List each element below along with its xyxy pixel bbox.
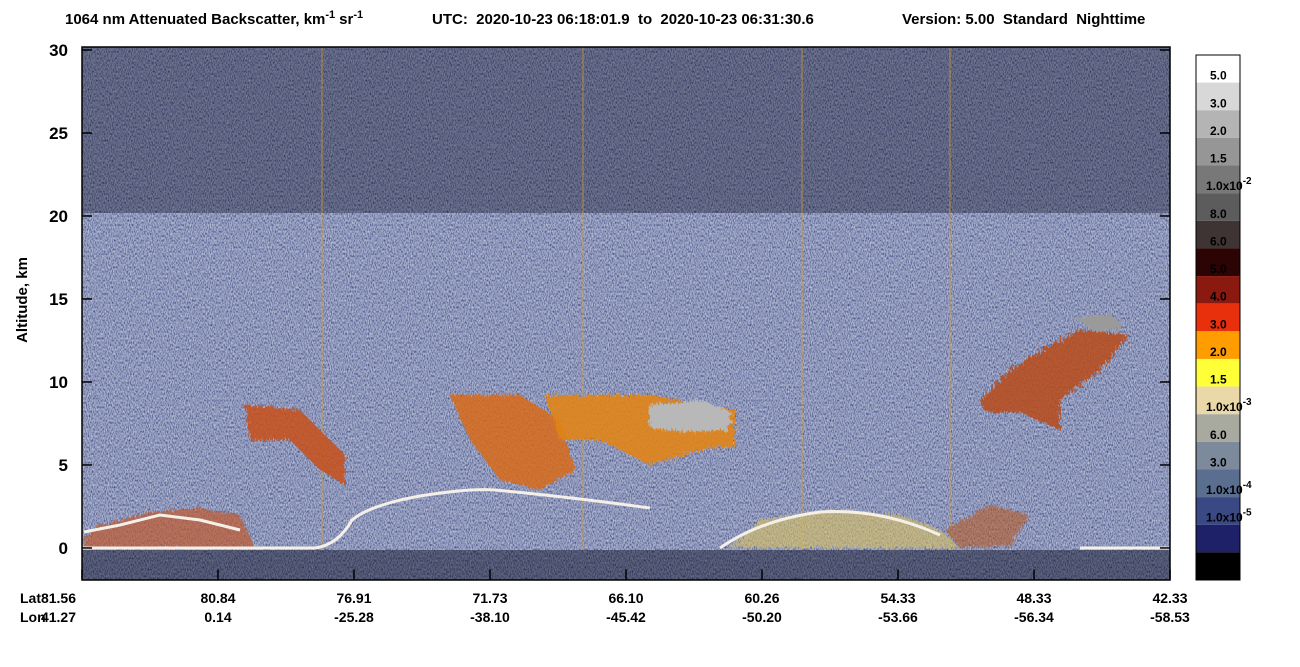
colorbar-label: 6.0 [1210, 234, 1227, 248]
lon-label: 0.14 [204, 609, 231, 625]
y-tick-label: 10 [49, 373, 68, 392]
colorbar-swatch [1196, 165, 1240, 194]
colorbar-swatch [1196, 552, 1240, 580]
colorbar-label: 3.0 [1210, 317, 1227, 331]
lat-label: 80.84 [200, 590, 235, 606]
cloud [245, 405, 345, 485]
lat-label: 81.56 [41, 590, 76, 606]
colorbar-swatch [1196, 82, 1240, 111]
colorbar-swatch [1196, 497, 1240, 525]
colorbar-swatch [1196, 248, 1240, 277]
lat-label: 48.33 [1016, 590, 1051, 606]
colorbar-label-base: 1.0x10 [1206, 483, 1243, 497]
colorbar-label-exp: -3 [1243, 397, 1252, 408]
colorbar-swatch [1196, 303, 1240, 332]
colorbar-swatch [1196, 193, 1240, 221]
low-cloud [84, 508, 255, 548]
colorbar-label: 8.0 [1210, 207, 1227, 221]
colorbar-label: 2.0 [1210, 345, 1227, 359]
colorbar-swatch [1196, 110, 1240, 138]
y-axis-label: Altitude, km [14, 257, 31, 343]
y-tick-label: 25 [49, 124, 68, 143]
title-unit: sr [339, 11, 353, 28]
y-tick-label: 15 [49, 290, 68, 309]
colorbar-swatch [1196, 358, 1240, 387]
colorbar-swatch [1196, 55, 1240, 83]
backscatter-field [82, 47, 1170, 580]
colorbar-label: 1.0x10-5 [1206, 508, 1252, 525]
colorbar-swatch [1196, 524, 1240, 553]
plot-frame [81, 46, 1171, 581]
colorbar-label: 1.5 [1210, 152, 1227, 166]
colorbar-swatch [1196, 276, 1240, 304]
lon-label: 41.27 [41, 609, 76, 625]
colorbar-label: 5.0 [1210, 69, 1227, 83]
lat-label: 42.33 [1152, 590, 1187, 606]
lat-label: 76.91 [336, 590, 371, 606]
y-tick-label: 0 [59, 539, 68, 558]
noise-field [82, 47, 1170, 580]
colorbar-label: 2.0 [1210, 124, 1227, 138]
lon-label: -50.20 [742, 609, 782, 625]
colorbar-label: 5.0 [1210, 262, 1227, 276]
colorbar-label: 1.0x10-3 [1206, 397, 1252, 414]
title-utc: UTC: 2020-10-23 06:18:01.9 to 2020-10-23… [432, 11, 814, 28]
lon-label: -58.53 [1150, 609, 1190, 625]
title-exp: -1 [353, 9, 363, 21]
colorbar-swatch [1196, 137, 1240, 166]
lon-label: -53.66 [878, 609, 918, 625]
colorbar-label-base: 1.0x10 [1206, 400, 1243, 414]
y-tick-label: 20 [49, 207, 68, 226]
lat-label: 60.26 [744, 590, 779, 606]
chart-title: 1064 nm Attenuated Backscatter, km-1 sr-1 [65, 9, 363, 28]
colorbar-frame [1195, 54, 1241, 581]
colorbar-swatch [1196, 386, 1240, 415]
y-tick-label: 5 [59, 456, 68, 475]
x-row-label: Lon [20, 609, 46, 625]
colorbar-swatch [1196, 469, 1240, 498]
colorbar-label-base: 1.0x10 [1206, 179, 1243, 193]
colorbar-label: 3.0 [1210, 96, 1227, 110]
lat-label: 54.33 [880, 590, 915, 606]
cloud-core [1075, 314, 1125, 332]
surface-return [82, 488, 1170, 550]
cloud [450, 395, 575, 490]
cloud-core [648, 400, 732, 432]
lon-label: -38.10 [470, 609, 510, 625]
lat-label: 66.10 [608, 590, 643, 606]
colorbar-label-base: 1.0x10 [1206, 511, 1243, 525]
colorbar-swatch [1196, 441, 1240, 470]
title-version: Version: 5.00 Standard Nighttime [902, 11, 1145, 28]
upper-layer-shade [82, 47, 1170, 213]
colorbar-label: 6.0 [1210, 428, 1227, 442]
colorbar-swatch [1196, 220, 1240, 249]
cloud [980, 330, 1130, 430]
colorbar-swatch [1196, 331, 1240, 359]
lat-label: 71.73 [472, 590, 507, 606]
colorbar-label: 1.0x10-2 [1206, 176, 1252, 193]
colorbar-label: 4.0 [1210, 290, 1227, 304]
colorbar-label-exp: -4 [1243, 480, 1252, 491]
low-cloud [945, 505, 1030, 548]
title-quantity: 1064 nm Attenuated Backscatter, km [65, 11, 325, 28]
title-exp: -1 [325, 9, 335, 21]
colorbar-label: 1.5 [1210, 373, 1227, 387]
colorbar-label-exp: -2 [1243, 176, 1252, 187]
colorbar-swatch [1196, 414, 1240, 442]
x-row-label: Lat [20, 590, 41, 606]
y-tick-label: 30 [49, 41, 68, 60]
lon-label: -25.28 [334, 609, 374, 625]
lon-label: -56.34 [1014, 609, 1054, 625]
colorbar-label: 1.0x10-4 [1206, 480, 1252, 497]
colorbar-label: 3.0 [1210, 455, 1227, 469]
lon-label: -45.42 [606, 609, 646, 625]
colorbar-label-exp: -5 [1243, 508, 1252, 519]
